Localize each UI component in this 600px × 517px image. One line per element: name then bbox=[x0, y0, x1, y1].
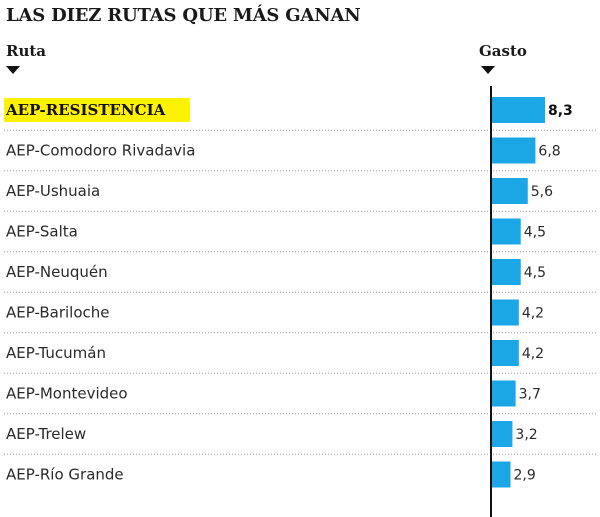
value-sort-arrow-icon bbox=[481, 66, 495, 74]
bar bbox=[492, 340, 519, 366]
category-label: AEP-Neuquén bbox=[6, 263, 108, 281]
value-column-header: Gasto bbox=[479, 42, 527, 60]
chart-title: LAS DIEZ RUTAS QUE MÁS GANAN bbox=[6, 5, 361, 26]
category-label: AEP-Montevideo bbox=[6, 385, 128, 403]
category-label: AEP-Ushuaia bbox=[6, 182, 100, 200]
value-label: 3,2 bbox=[515, 427, 537, 443]
value-label: 4,2 bbox=[522, 306, 544, 322]
category-label: AEP-Salta bbox=[6, 223, 78, 241]
bar bbox=[492, 97, 545, 123]
route-sort-arrow-icon bbox=[6, 66, 20, 74]
value-label: 8,3 bbox=[548, 103, 573, 119]
bar bbox=[492, 299, 519, 326]
category-label: AEP-Río Grande bbox=[6, 466, 124, 484]
bar bbox=[492, 380, 516, 407]
category-label: AEP-Comodoro Rivadavia bbox=[6, 142, 195, 160]
bar bbox=[492, 461, 511, 488]
value-label: 3,7 bbox=[519, 387, 541, 403]
bar bbox=[492, 218, 521, 245]
category-label: AEP-Bariloche bbox=[6, 304, 109, 322]
category-label: AEP-Tucumán bbox=[6, 344, 106, 362]
value-label: 4,5 bbox=[524, 225, 546, 241]
category-label: AEP-Trelew bbox=[6, 425, 86, 443]
value-label: 5,6 bbox=[531, 184, 553, 200]
bar bbox=[492, 137, 536, 164]
value-label: 4,2 bbox=[522, 346, 544, 362]
route-column-header: Ruta bbox=[6, 42, 47, 60]
category-label: AEP-RESISTENCIA bbox=[5, 101, 166, 119]
highlight-marker bbox=[4, 98, 190, 122]
value-label: 4,5 bbox=[524, 265, 546, 281]
value-label: 6,8 bbox=[538, 144, 560, 160]
bar bbox=[492, 421, 513, 447]
bar bbox=[492, 259, 521, 285]
value-label: 2,9 bbox=[514, 468, 536, 484]
bar bbox=[492, 178, 528, 204]
